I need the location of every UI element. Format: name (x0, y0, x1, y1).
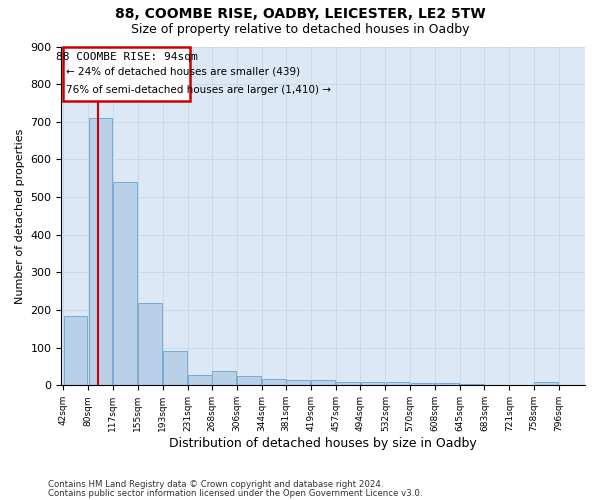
X-axis label: Distribution of detached houses by size in Oadby: Distribution of detached houses by size … (169, 437, 477, 450)
Bar (163, 352, 187, 386)
Bar (410, 384, 434, 386)
Bar (286, 380, 310, 386)
Text: Contains public sector information licensed under the Open Government Licence v3: Contains public sector information licen… (48, 489, 422, 498)
Bar (361, 382, 385, 386)
Bar (510, 384, 533, 386)
Text: ← 24% of detached houses are smaller (439): ← 24% of detached houses are smaller (43… (66, 66, 300, 76)
Text: Contains HM Land Registry data © Crown copyright and database right 2024.: Contains HM Land Registry data © Crown c… (48, 480, 383, 489)
Bar (460, 384, 484, 386)
Bar (138, 302, 161, 386)
Bar (188, 375, 212, 386)
Bar (89, 118, 112, 386)
Bar (559, 384, 583, 386)
FancyBboxPatch shape (64, 46, 190, 101)
Bar (113, 182, 137, 386)
Text: 76% of semi-detached houses are larger (1,410) →: 76% of semi-detached houses are larger (… (66, 84, 331, 94)
Text: 88 COOMBE RISE: 94sqm: 88 COOMBE RISE: 94sqm (56, 52, 197, 62)
Bar (212, 371, 236, 386)
Bar (64, 316, 88, 386)
Bar (237, 376, 261, 386)
Bar (311, 380, 335, 386)
Text: Size of property relative to detached houses in Oadby: Size of property relative to detached ho… (131, 22, 469, 36)
Text: 88, COOMBE RISE, OADBY, LEICESTER, LE2 5TW: 88, COOMBE RISE, OADBY, LEICESTER, LE2 5… (115, 8, 485, 22)
Bar (336, 382, 360, 386)
Bar (485, 384, 509, 386)
Bar (534, 382, 558, 386)
Bar (262, 378, 286, 386)
Bar (386, 382, 409, 386)
Y-axis label: Number of detached properties: Number of detached properties (15, 128, 25, 304)
Bar (436, 384, 459, 386)
